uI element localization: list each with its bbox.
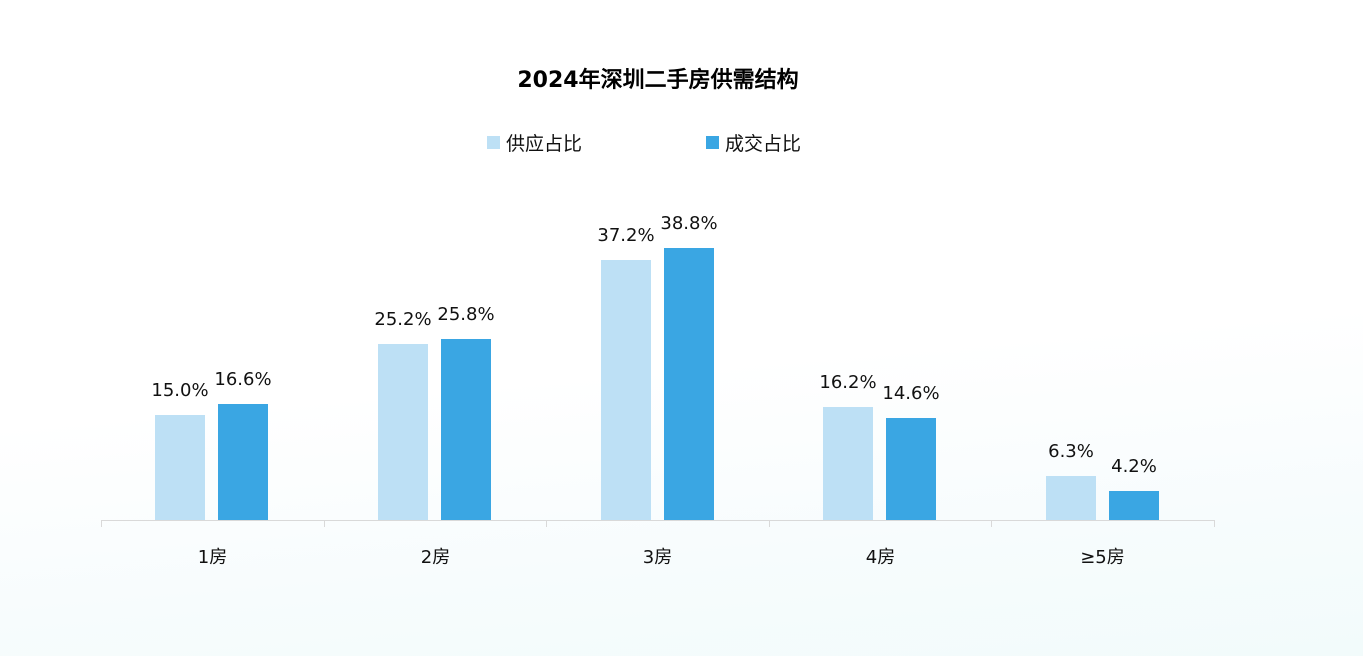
legend-item-supply: 供应占比 (487, 129, 582, 156)
bar-supply (155, 415, 205, 520)
data-label: 14.6% (882, 383, 940, 404)
bar-deal (1109, 491, 1159, 520)
x-axis-category-label: 2房 (420, 547, 451, 568)
x-axis-tick (1214, 520, 1215, 527)
x-axis-line (101, 520, 1214, 521)
legend-label-deal: 成交占比 (725, 133, 802, 155)
data-label: 16.2% (819, 372, 877, 393)
data-label: 38.8% (660, 213, 718, 234)
bar-supply (601, 260, 651, 520)
legend-label-supply: 供应占比 (506, 133, 583, 155)
x-axis-category-label: 3房 (642, 547, 673, 568)
data-label: 16.6% (214, 369, 272, 390)
data-label: 15.0% (151, 380, 209, 401)
bar-supply (823, 407, 873, 520)
legend: 供应占比 成交占比 (0, 129, 1363, 155)
data-label: 25.8% (437, 304, 495, 325)
x-axis-tick (324, 520, 325, 527)
data-label: 4.2% (1111, 456, 1157, 477)
x-axis-tick (769, 520, 770, 527)
x-axis-category-label: ≥5房 (1080, 547, 1125, 568)
data-label: 37.2% (597, 225, 655, 246)
x-axis-category-label: 4房 (865, 547, 896, 568)
x-axis-tick (991, 520, 992, 527)
legend-swatch-deal (706, 136, 719, 149)
bar-deal (886, 418, 936, 520)
bar-supply (378, 344, 428, 520)
bar-deal (664, 248, 714, 520)
bar-deal (441, 339, 491, 520)
legend-item-deal: 成交占比 (706, 129, 801, 156)
x-axis-tick (101, 520, 102, 527)
data-label: 6.3% (1048, 441, 1094, 462)
x-axis-category-label: 1房 (197, 547, 228, 568)
chart-title: 2024年深圳二手房供需结构 (517, 68, 799, 93)
bar-deal (218, 404, 268, 520)
legend-swatch-supply (487, 136, 500, 149)
bar-supply (1046, 476, 1096, 520)
data-label: 25.2% (374, 309, 432, 330)
x-axis-tick (546, 520, 547, 527)
